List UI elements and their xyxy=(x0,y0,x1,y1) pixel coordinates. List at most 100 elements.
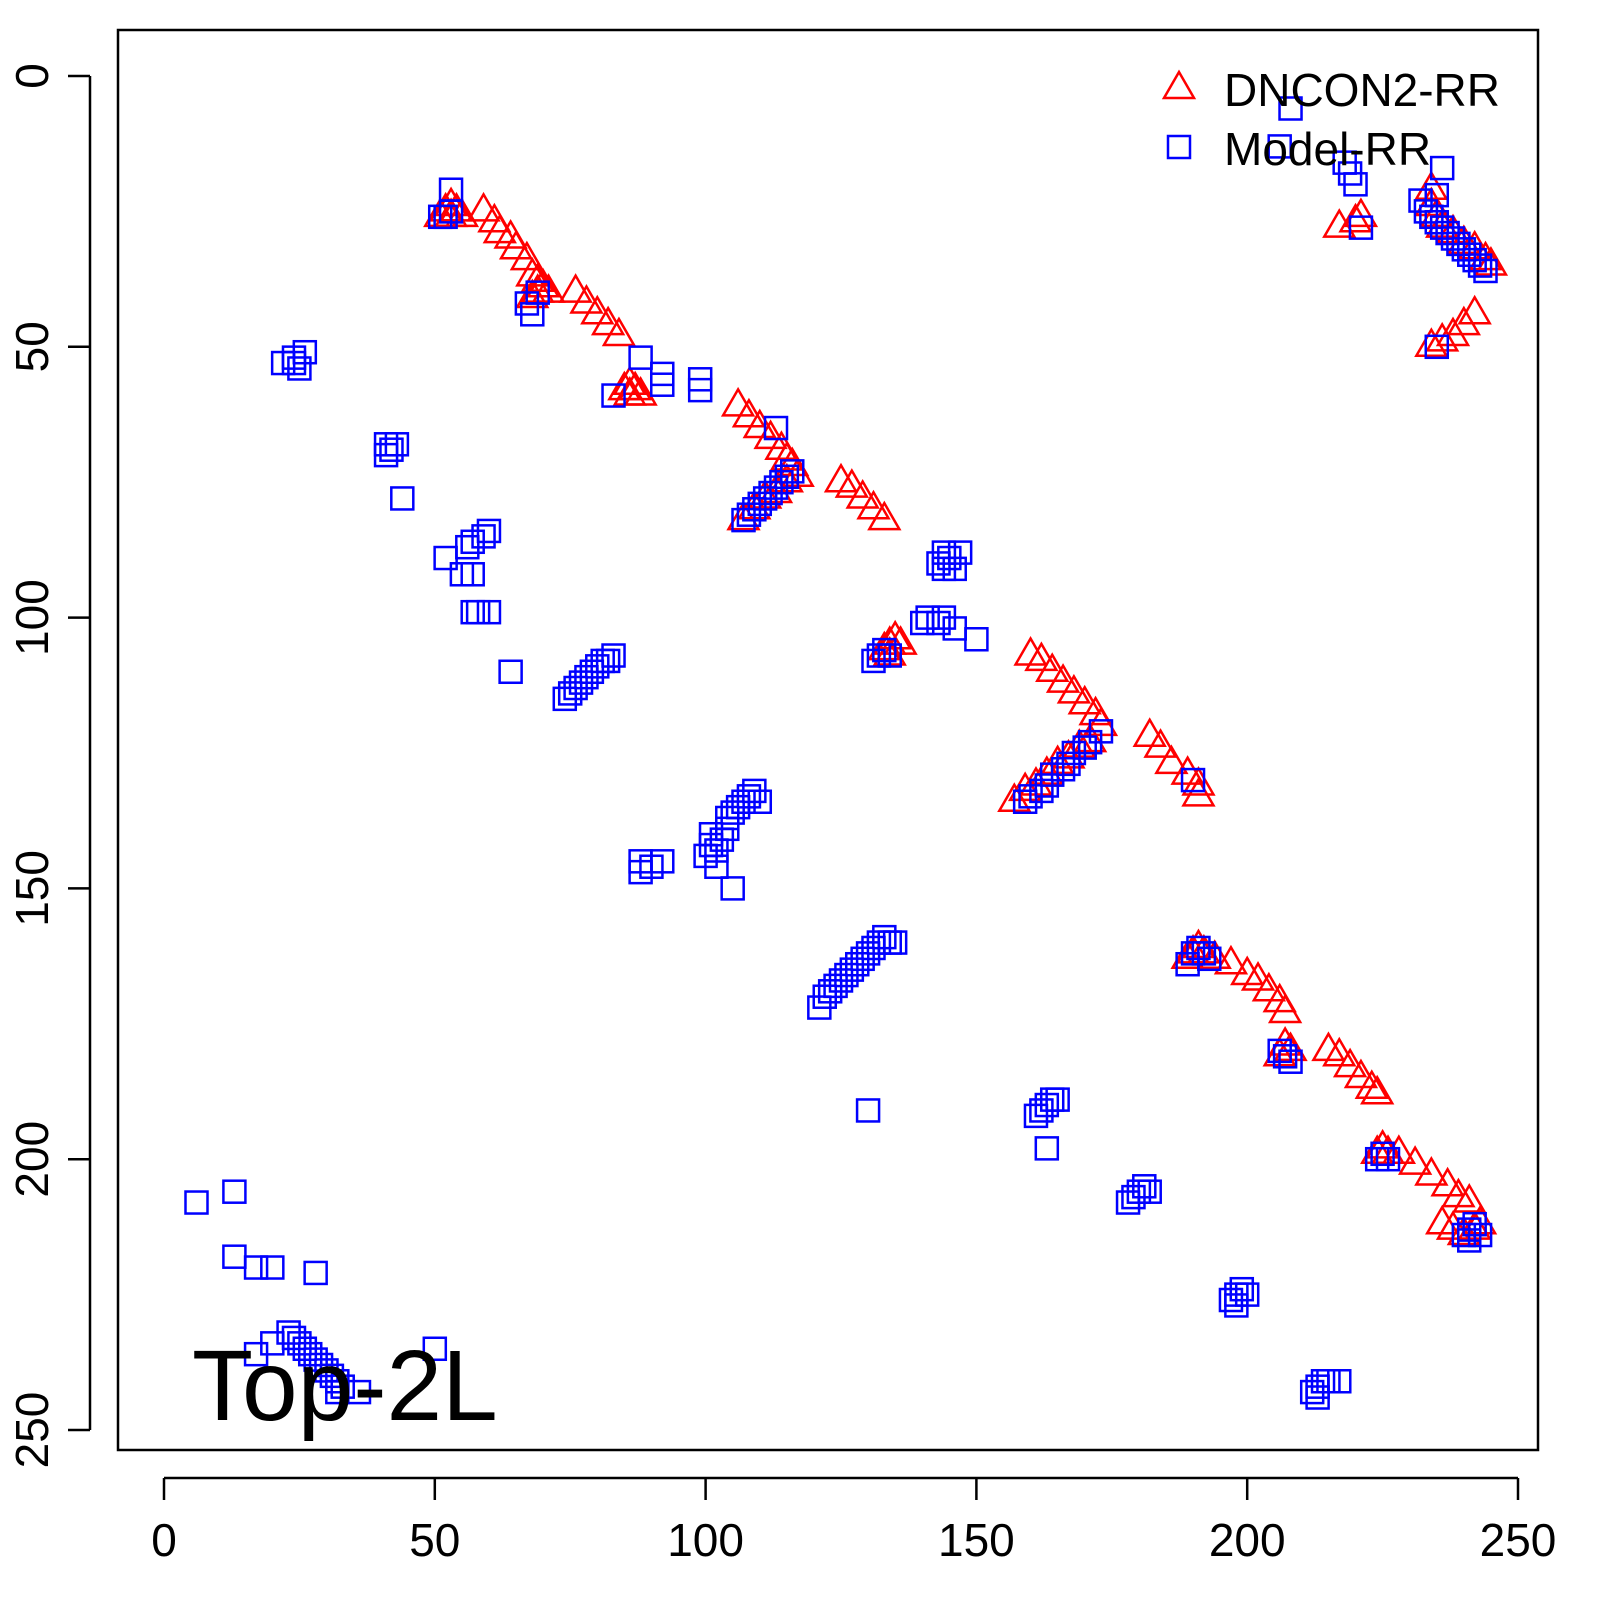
model-point xyxy=(1088,719,1114,744)
legend-triangle-icon xyxy=(1161,69,1197,100)
model-point xyxy=(460,562,485,587)
dncon2-point xyxy=(1452,1183,1487,1213)
dncon2-point xyxy=(1446,305,1482,336)
dncon2-point xyxy=(498,229,534,260)
dncon2-point xyxy=(590,305,626,336)
dncon2-point xyxy=(1446,1215,1482,1246)
plot-frame xyxy=(116,28,1540,1452)
dncon2-point xyxy=(1365,1128,1400,1159)
model-point xyxy=(184,1190,209,1215)
dncon2-point xyxy=(1045,663,1081,693)
dncon2-point xyxy=(1170,755,1205,785)
dncon2-point xyxy=(1024,641,1059,672)
model-point xyxy=(1305,1385,1330,1410)
model-point xyxy=(433,545,458,571)
model-point xyxy=(1224,1293,1249,1318)
model-point xyxy=(947,540,973,565)
model-point xyxy=(525,280,550,305)
y-tick-label: 250 xyxy=(6,1392,58,1469)
model-point xyxy=(243,1255,269,1280)
dncon2-point xyxy=(834,468,869,498)
model-point xyxy=(964,627,989,652)
model-point xyxy=(1197,946,1222,972)
dncon2-point xyxy=(525,267,561,298)
dncon2-point xyxy=(1332,1047,1368,1078)
model-point xyxy=(346,1379,372,1405)
dncon2-point xyxy=(1425,321,1460,352)
model-point xyxy=(650,372,675,397)
dncon2-point xyxy=(1072,722,1108,753)
model-point xyxy=(855,1098,881,1123)
dncon2-point xyxy=(1338,202,1373,233)
model-point xyxy=(471,524,496,549)
legend-label-dncon2: DNCON2-RR xyxy=(1224,64,1500,116)
model-point xyxy=(1343,172,1368,197)
dncon2-point xyxy=(1322,1036,1357,1067)
model-point xyxy=(628,345,653,370)
x-tick-label: 100 xyxy=(667,1514,744,1566)
dncon2-point xyxy=(623,376,658,406)
dncon2-point xyxy=(845,478,880,509)
dncon2-point xyxy=(1360,1074,1395,1105)
model-point xyxy=(1473,258,1498,284)
model-point xyxy=(704,854,729,879)
dncon2-point xyxy=(1343,1058,1379,1089)
model-point xyxy=(287,356,312,381)
model-point xyxy=(330,1374,355,1399)
model-point xyxy=(1327,1369,1352,1394)
dncon2-point xyxy=(601,316,637,347)
model-point xyxy=(373,432,399,457)
dncon2-point xyxy=(1132,717,1167,748)
y-tick-label: 50 xyxy=(6,321,58,372)
dncon2-point xyxy=(1430,1166,1465,1197)
dncon2-point xyxy=(1397,1145,1433,1175)
model-point xyxy=(601,383,626,408)
model-point xyxy=(498,659,523,685)
dncon2-point xyxy=(1170,939,1205,970)
model-point xyxy=(1229,1276,1255,1302)
x-tick-label: 250 xyxy=(1480,1514,1557,1566)
model-series xyxy=(184,96,1498,1410)
model-point xyxy=(222,1244,247,1269)
model-point xyxy=(1467,253,1493,278)
x-tick-label: 50 xyxy=(409,1514,460,1566)
dncon2-point xyxy=(856,489,891,520)
model-point xyxy=(303,1260,328,1286)
dncon2-point xyxy=(1035,652,1070,683)
dncon2-point xyxy=(515,278,550,309)
model-point xyxy=(1267,134,1292,159)
y-tick-label: 150 xyxy=(6,850,58,927)
model-point xyxy=(595,648,621,674)
x-tick-label: 150 xyxy=(938,1514,1015,1566)
legend-label-model: Model-RR xyxy=(1224,123,1431,175)
dncon2-point xyxy=(1213,944,1249,975)
dncon2-point xyxy=(612,365,647,395)
model-point xyxy=(877,643,902,668)
model-point xyxy=(438,199,464,224)
model-point xyxy=(687,377,713,403)
dncon2-point xyxy=(1435,316,1471,347)
y-tick-label: 100 xyxy=(6,579,58,656)
model-point xyxy=(601,643,626,668)
model-point xyxy=(872,637,897,663)
dncon2-point xyxy=(558,273,593,303)
model-point xyxy=(1180,767,1206,793)
model-point xyxy=(1457,1228,1482,1253)
dncon2-point xyxy=(423,197,458,228)
model-point xyxy=(1272,1044,1298,1069)
dncon2-point xyxy=(1414,1155,1449,1186)
dncon2-point xyxy=(1143,728,1178,758)
dncon2-point xyxy=(618,370,653,401)
model-point xyxy=(1348,215,1374,240)
dncon2-point xyxy=(1067,684,1102,715)
model-point xyxy=(476,599,502,625)
model-point xyxy=(909,610,935,636)
dncon2-point xyxy=(867,500,902,531)
dncon2-point xyxy=(720,386,756,417)
model-point xyxy=(882,930,908,955)
dncon2-point xyxy=(753,419,788,450)
dncon2-point xyxy=(1056,673,1092,704)
model-point xyxy=(942,556,967,582)
model-point xyxy=(650,849,675,874)
model-point xyxy=(422,1336,448,1362)
